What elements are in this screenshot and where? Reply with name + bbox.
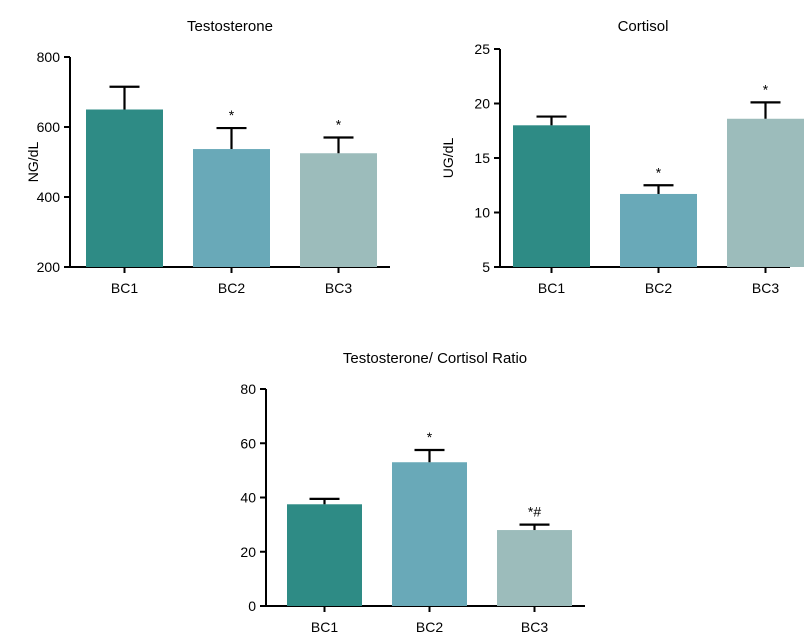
category-label: BC1 — [538, 280, 565, 296]
bar-bc1 — [287, 504, 362, 606]
category-label: BC1 — [111, 280, 138, 296]
ratio-chart: Testosterone/ Cortisol Ratio 0 20 40 60 80 BC1… — [240, 350, 585, 635]
y-tick-label: 0 — [248, 598, 256, 614]
chart-title: Testosterone/ Cortisol Ratio — [343, 350, 527, 367]
cortisol-chart: Cortisol UG/dL 5 10 15 20 25 BC1 BC2 * BC3 * — [440, 18, 804, 296]
y-tick-label: 200 — [37, 259, 61, 275]
significance-marker: * — [229, 107, 235, 123]
significance-marker: * — [427, 429, 433, 445]
significance-marker: * — [336, 117, 342, 133]
chart-title: Testosterone — [187, 18, 273, 35]
category-label: BC1 — [311, 619, 338, 635]
bar-bc2 — [620, 193, 697, 267]
bar-bc3 — [300, 153, 377, 267]
category-label: BC2 — [416, 619, 443, 635]
bar-bc1 — [86, 109, 163, 267]
bar-bc3 — [497, 530, 572, 606]
significance-marker: * — [656, 164, 662, 180]
y-tick-label: 10 — [474, 205, 490, 221]
category-label: BC3 — [752, 280, 779, 296]
y-tick-label: 400 — [37, 189, 61, 205]
significance-marker: * — [763, 81, 769, 97]
y-tick-label: 40 — [240, 490, 256, 506]
y-tick-label: 15 — [474, 150, 490, 166]
category-label: BC2 — [218, 280, 245, 296]
category-label: BC2 — [645, 280, 672, 296]
y-axis-label: NG/dL — [25, 142, 41, 183]
bar-bc3 — [727, 118, 804, 267]
bar-bc2 — [193, 149, 270, 267]
significance-marker: *# — [528, 504, 541, 520]
y-tick-label: 5 — [482, 259, 490, 275]
y-tick-label: 800 — [37, 49, 61, 65]
category-label: BC3 — [521, 619, 548, 635]
y-axis-label: UG/dL — [440, 138, 456, 179]
category-label: BC3 — [325, 280, 352, 296]
y-tick-label: 20 — [474, 96, 490, 112]
y-tick-label: 20 — [240, 544, 256, 560]
bar-bc1 — [513, 125, 590, 267]
y-tick-label: 60 — [240, 435, 256, 451]
y-tick-label: 80 — [240, 381, 256, 397]
chart-title: Cortisol — [618, 18, 669, 35]
bar-bc2 — [392, 462, 467, 606]
testosterone-chart: Testosterone NG/dL 200 400 600 800 BC1 BC2 * BC3 * — [25, 18, 390, 296]
y-tick-label: 25 — [474, 41, 490, 57]
y-tick-label: 600 — [37, 119, 61, 135]
